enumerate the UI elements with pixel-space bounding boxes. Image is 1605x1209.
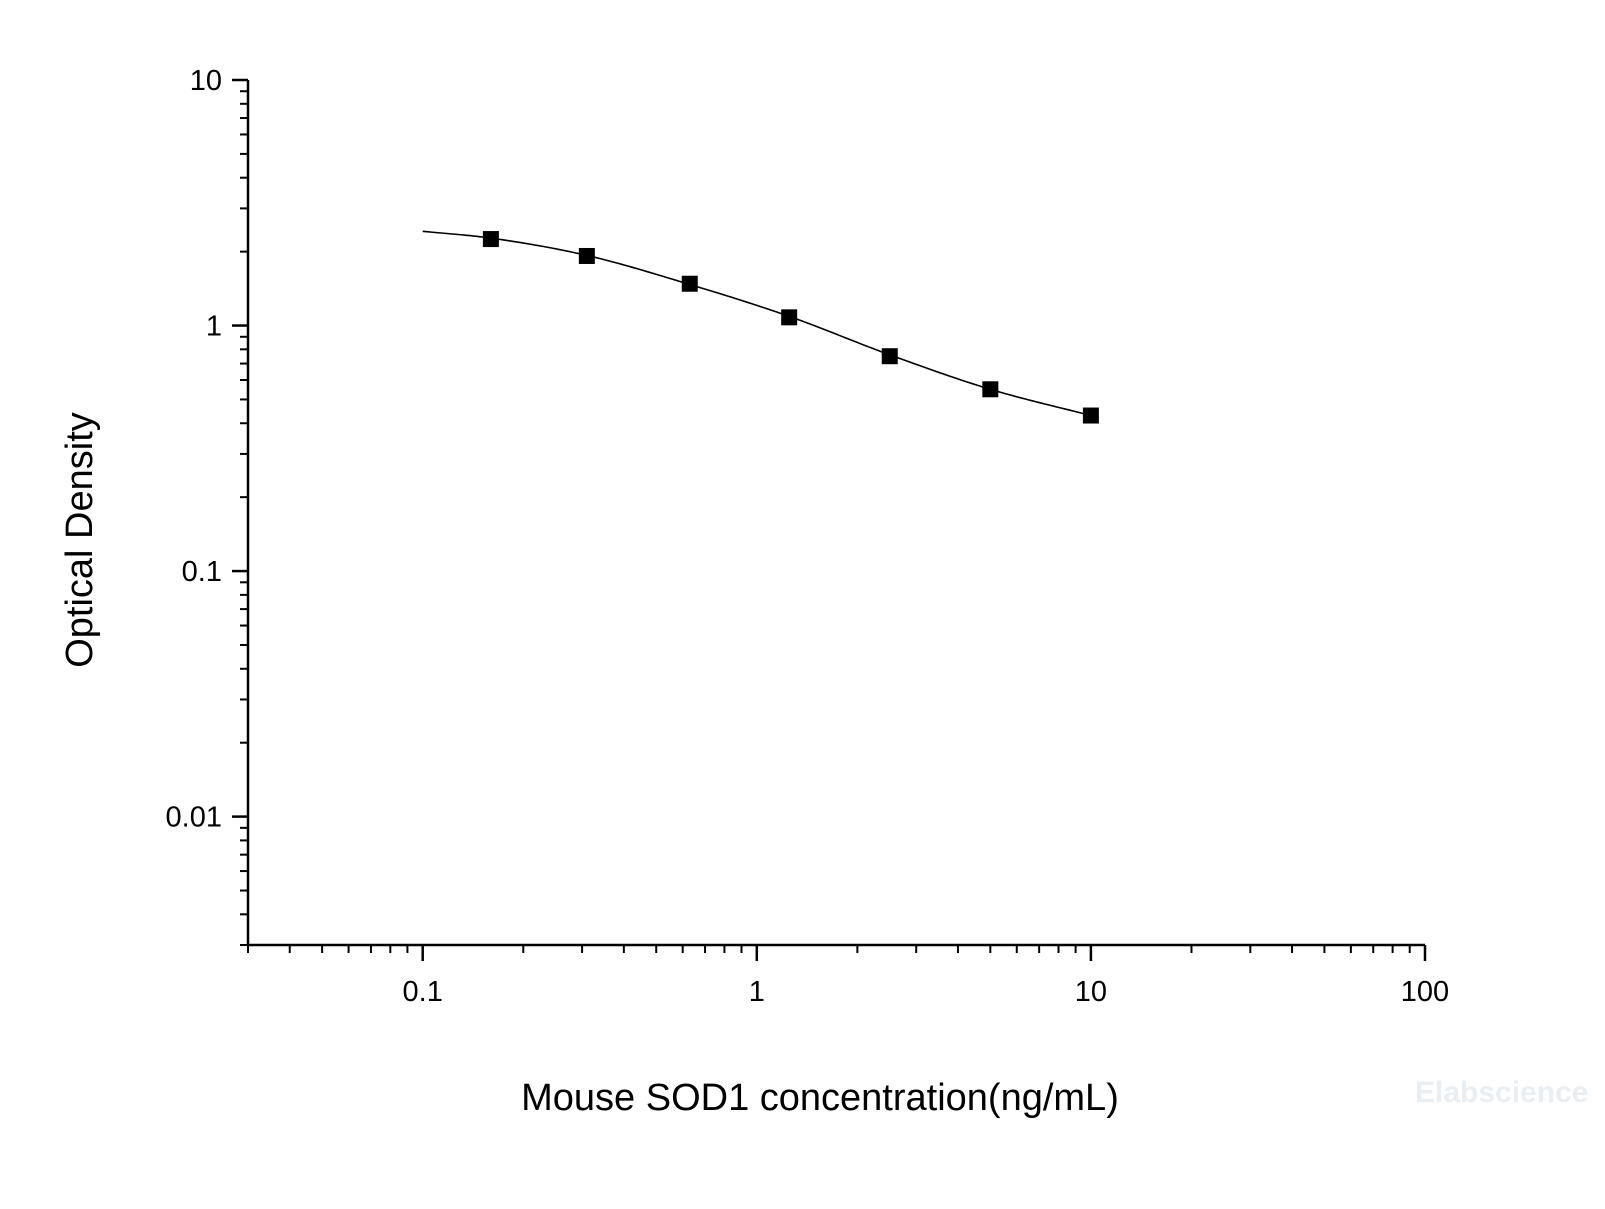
y-tick-label: 10 <box>190 65 222 97</box>
x-tick-label: 100 <box>1401 976 1449 1008</box>
data-point-marker <box>578 247 595 264</box>
axes: 0.1 1 10 100 0.01 0.1 1 10 <box>166 65 1450 1008</box>
y-tick-label: 1 <box>206 311 222 343</box>
x-tick-label: 1 <box>749 976 765 1008</box>
x-axis-title: Mouse SOD1 concentration(ng/mL) <box>521 1077 1119 1119</box>
data-point-marker <box>681 275 698 292</box>
fit-curve-line <box>422 230 1092 417</box>
fit-curve-layer <box>422 230 1092 417</box>
data-point-marker <box>881 348 898 365</box>
watermark-text: Elabscience <box>1415 1076 1588 1109</box>
y-tick-label: 0.1 <box>182 556 222 588</box>
y-axis-title: Optical Density <box>59 412 101 668</box>
data-point-marker <box>781 309 798 326</box>
y-tick-label: 0.01 <box>166 802 222 834</box>
x-tick-label: 10 <box>1075 976 1107 1008</box>
data-point-marker <box>1082 407 1099 424</box>
data-point-marker <box>482 231 499 248</box>
x-tick-label: 0.1 <box>403 976 443 1008</box>
data-point-marker <box>982 381 999 398</box>
data-points-layer <box>482 231 1099 424</box>
